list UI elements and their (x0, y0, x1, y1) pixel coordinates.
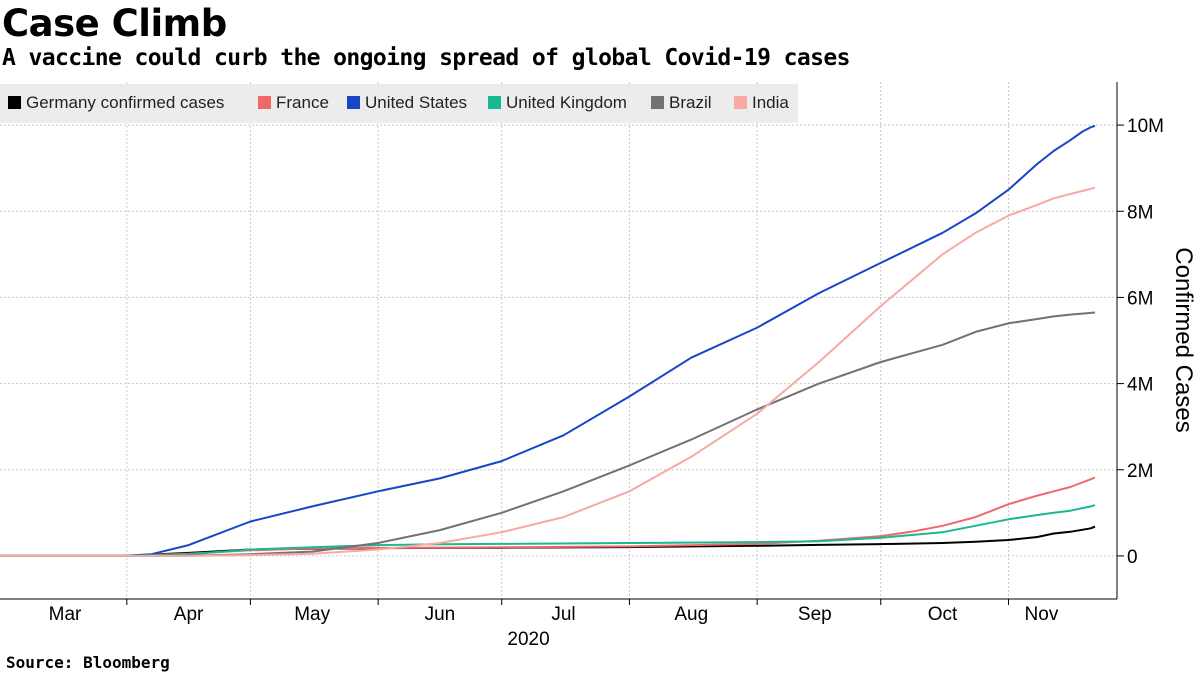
y-axis-title: Confirmed Cases (1170, 247, 1197, 432)
y-tick-label: 8M (1127, 202, 1153, 223)
legend-swatch (347, 96, 360, 109)
legend-label: Brazil (669, 93, 712, 112)
x-tick-label: Jul (551, 604, 575, 625)
source-note: Source: Bloomberg (6, 653, 170, 672)
x-year-label: 2020 (507, 629, 549, 650)
y-tick-label: 0 (1127, 547, 1138, 568)
chart-subtitle: A vaccine could curb the ongoing spread … (2, 45, 850, 71)
x-tick-label: Mar (49, 604, 82, 625)
x-tick-label: Jun (425, 604, 456, 625)
legend-label: United Kingdom (506, 93, 627, 112)
series-line-united-kingdom (0, 504, 1096, 557)
legend-label: India (752, 93, 789, 112)
x-tick-label: Aug (674, 604, 708, 625)
x-tick-label: Sep (798, 604, 832, 625)
chart-title: Case Climb (2, 2, 227, 45)
x-tick-label: Apr (174, 604, 204, 625)
x-tick-label: Nov (1025, 604, 1059, 625)
legend-label: Germany confirmed cases (26, 93, 224, 112)
legend-swatch (8, 96, 21, 109)
legend-box (0, 84, 798, 123)
legend-swatch (488, 96, 501, 109)
legend-swatch (734, 96, 747, 109)
series-line-united-states (0, 124, 1096, 557)
series-line-india (0, 186, 1096, 557)
x-tick-label: Oct (928, 604, 958, 625)
y-tick-label: 4M (1127, 375, 1153, 396)
y-tick-label: 10M (1127, 116, 1164, 137)
y-tick-label: 2M (1127, 461, 1153, 482)
legend-swatch (258, 96, 271, 109)
legend-label: United States (365, 93, 467, 112)
x-tick-label: May (294, 604, 330, 625)
y-tick-label: 6M (1127, 288, 1153, 309)
legend-swatch (651, 96, 664, 109)
legend-label: France (276, 93, 329, 112)
series-line-brazil (0, 311, 1096, 557)
